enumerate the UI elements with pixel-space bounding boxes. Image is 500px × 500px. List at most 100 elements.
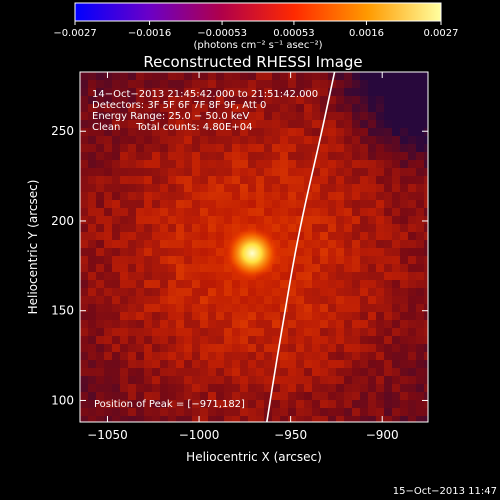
heatmap-cell (264, 320, 272, 328)
heatmap-cell (320, 320, 328, 328)
heatmap-cell (336, 264, 344, 272)
heatmap-cell (320, 200, 328, 208)
heatmap-cell (424, 272, 428, 280)
heatmap-cell (288, 120, 296, 128)
heatmap-cell (136, 352, 144, 360)
heatmap-cell (416, 152, 424, 160)
heatmap-cell (128, 200, 136, 208)
colorbar-tick-label: 0.00053 (273, 28, 314, 39)
heatmap-cell (264, 368, 272, 376)
heatmap-cell (88, 416, 96, 422)
heatmap-cell (176, 160, 184, 168)
heatmap-cell (176, 104, 184, 112)
heatmap-cell (216, 184, 224, 192)
heatmap-cell (384, 416, 392, 422)
heatmap-cell (376, 88, 384, 96)
heatmap-cell (376, 128, 384, 136)
heatmap-cell (344, 360, 352, 368)
heatmap-cell (360, 392, 368, 400)
heatmap-cell (416, 264, 424, 272)
heatmap-cell (152, 96, 160, 104)
heatmap-cell (328, 240, 336, 248)
heatmap-cell (392, 136, 400, 144)
heatmap-cell (80, 416, 88, 422)
heatmap-cell (152, 264, 160, 272)
heatmap-cell (216, 376, 224, 384)
heatmap-cell (392, 384, 400, 392)
heatmap-cell (352, 184, 360, 192)
heatmap-cell (120, 96, 128, 104)
heatmap-cell (328, 248, 336, 256)
heatmap-cell (176, 184, 184, 192)
heatmap-cell (96, 128, 104, 136)
heatmap-cell (368, 136, 376, 144)
heatmap-cell (304, 392, 312, 400)
heatmap-cell (144, 80, 152, 88)
heatmap-cell (200, 368, 208, 376)
heatmap-cell (80, 264, 88, 272)
heatmap-cell (248, 344, 256, 352)
heatmap-cell (352, 80, 360, 88)
heatmap-cell (248, 104, 256, 112)
heatmap-cell (424, 88, 428, 96)
heatmap-cell (184, 360, 192, 368)
heatmap-cell (248, 120, 256, 128)
heatmap-cell (112, 384, 120, 392)
heatmap-cell (120, 400, 128, 408)
heatmap-cell (304, 328, 312, 336)
heatmap-cell (80, 360, 88, 368)
heatmap-cell (280, 104, 288, 112)
heatmap-cell (128, 280, 136, 288)
heatmap-cell (368, 176, 376, 184)
heatmap-cell (192, 80, 200, 88)
heatmap-cell (272, 128, 280, 136)
heatmap-cell (80, 272, 88, 280)
heatmap-cell (88, 360, 96, 368)
heatmap-cell (176, 232, 184, 240)
heatmap-cell (112, 408, 120, 416)
heatmap-cell (256, 104, 264, 112)
heatmap-cell (304, 88, 312, 96)
heatmap-cell (376, 272, 384, 280)
heatmap-cell (168, 176, 176, 184)
heatmap-cell (96, 360, 104, 368)
heatmap-cell (384, 136, 392, 144)
heatmap-cell (152, 112, 160, 120)
heatmap-cell (344, 416, 352, 422)
y-tick-label: 200 (51, 214, 74, 228)
heatmap-cell (344, 144, 352, 152)
heatmap-cell (224, 112, 232, 120)
heatmap-cell (424, 96, 428, 104)
heatmap-cell (352, 296, 360, 304)
heatmap-cell (320, 232, 328, 240)
heatmap-cell (384, 160, 392, 168)
heatmap-cell (424, 232, 428, 240)
heatmap-cell (232, 368, 240, 376)
heatmap-cell (216, 128, 224, 136)
heatmap-cell (224, 400, 232, 408)
heatmap-cell (184, 408, 192, 416)
heatmap-cell (320, 384, 328, 392)
heatmap-cell (168, 232, 176, 240)
heatmap-cell (368, 104, 376, 112)
heatmap-cell (312, 144, 320, 152)
timestamp: 15−Oct−2013 11:47 (393, 486, 497, 497)
heatmap-cell (264, 176, 272, 184)
heatmap-cell (160, 176, 168, 184)
heatmap-cell (360, 80, 368, 88)
heatmap-cell (296, 136, 304, 144)
heatmap-cell (336, 360, 344, 368)
heatmap-cell (416, 80, 424, 88)
heatmap-cell (104, 352, 112, 360)
heatmap-cell (368, 416, 376, 422)
heatmap-cell (288, 96, 296, 104)
heatmap-cell (408, 224, 416, 232)
heatmap-cell (160, 296, 168, 304)
heatmap-cell (136, 272, 144, 280)
heatmap-cell (400, 288, 408, 296)
heatmap-cell (80, 96, 88, 104)
heatmap-cell (168, 240, 176, 248)
heatmap-cell (328, 208, 336, 216)
heatmap-cell (208, 344, 216, 352)
heatmap-cell (416, 112, 424, 120)
